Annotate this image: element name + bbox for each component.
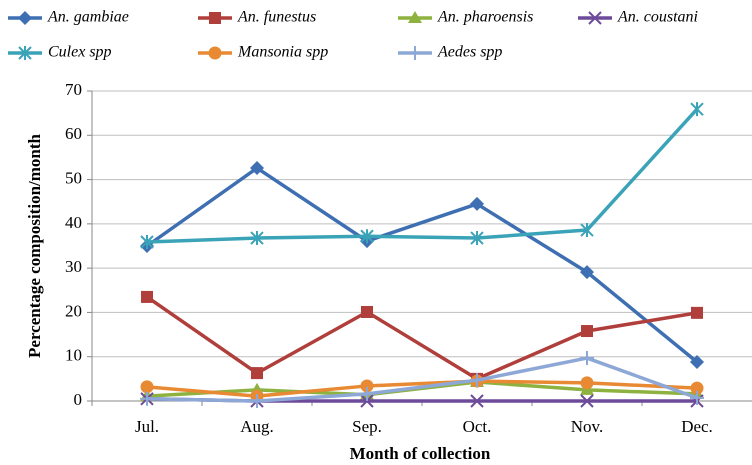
series-line xyxy=(146,379,698,398)
marker xyxy=(208,46,222,60)
marker xyxy=(140,380,154,394)
marker xyxy=(581,325,593,338)
legend-item: An. pharoensis xyxy=(398,9,533,26)
y-tick-label: 20 xyxy=(65,301,82,320)
marker xyxy=(470,196,484,211)
marker xyxy=(360,394,374,408)
marker xyxy=(18,11,32,25)
legend-label: An. funestus xyxy=(237,9,316,26)
x-tick-label: Oct. xyxy=(463,417,492,436)
y-tick-label: 10 xyxy=(65,346,82,365)
x-tick-label: Aug. xyxy=(240,417,274,436)
marker xyxy=(251,367,263,380)
legend-label: An. gambiae xyxy=(47,9,129,26)
marker xyxy=(408,11,422,23)
marker xyxy=(691,306,703,319)
series xyxy=(140,102,704,250)
legend-item: Aedes spp xyxy=(398,44,502,61)
x-tick-label: Sep. xyxy=(352,417,382,436)
legend-label: Aedes spp xyxy=(437,44,502,61)
marker xyxy=(250,394,264,408)
legend-item: Culex spp xyxy=(8,44,112,61)
marker xyxy=(690,102,704,117)
y-tick-label: 30 xyxy=(65,257,82,276)
y-tick-label: 70 xyxy=(65,80,82,99)
marker xyxy=(690,390,704,405)
x-tick-label: Dec. xyxy=(681,417,713,436)
x-tick-label: Jul. xyxy=(135,417,159,436)
series xyxy=(140,351,704,408)
marker xyxy=(250,161,264,176)
marker xyxy=(140,235,154,250)
series-line xyxy=(146,107,699,244)
marker xyxy=(580,394,594,408)
marker xyxy=(18,46,32,60)
marker xyxy=(209,12,221,24)
y-axis-title: Percentage composition/month xyxy=(25,133,44,358)
legend-label: An. coustani xyxy=(617,9,698,26)
marker xyxy=(470,394,484,408)
marker xyxy=(470,231,484,246)
legend-item: An. funestus xyxy=(198,9,316,26)
y-tick-label: 0 xyxy=(74,390,83,409)
marker xyxy=(690,381,704,395)
marker xyxy=(141,290,153,303)
marker xyxy=(580,265,594,280)
series-line xyxy=(146,356,698,403)
legend-label: Culex spp xyxy=(48,44,112,61)
marker xyxy=(408,46,422,60)
legend-label: An. pharoensis xyxy=(437,9,533,26)
marker xyxy=(580,223,594,238)
legend-item: An. coustani xyxy=(578,9,698,26)
legend-label: Mansonia spp xyxy=(237,44,328,61)
marker xyxy=(588,11,602,25)
marker xyxy=(690,355,704,370)
marker xyxy=(361,305,373,318)
marker xyxy=(360,379,374,393)
x-tick-label: Nov. xyxy=(571,417,603,436)
series-line xyxy=(146,295,698,381)
marker xyxy=(580,351,594,366)
x-axis-title: Month of collection xyxy=(350,444,491,463)
y-tick-label: 40 xyxy=(65,213,82,232)
legend-item: An. gambiae xyxy=(8,9,129,26)
marker xyxy=(580,376,594,390)
series-line xyxy=(145,166,699,364)
marker xyxy=(360,229,374,244)
marker xyxy=(250,231,264,246)
marker xyxy=(360,386,374,401)
marker xyxy=(140,391,154,406)
y-tick-label: 50 xyxy=(65,168,82,187)
marker xyxy=(470,373,484,388)
y-tick-label: 60 xyxy=(65,124,82,143)
legend-item: Mansonia spp xyxy=(198,44,328,61)
